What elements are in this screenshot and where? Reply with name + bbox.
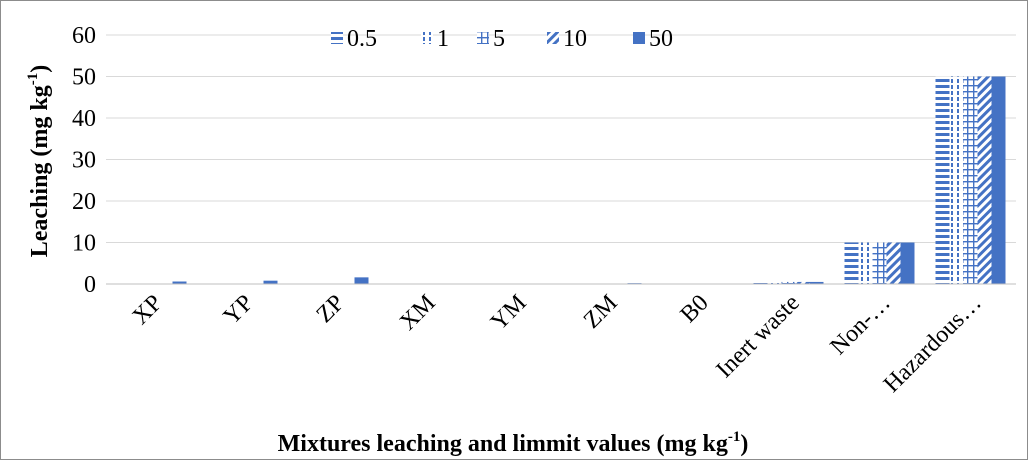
legend-label: 5 bbox=[493, 26, 505, 52]
x-tick-label: YM bbox=[486, 290, 532, 336]
x-tick-label: Hazardous… bbox=[879, 290, 987, 398]
legend-swatch bbox=[477, 32, 489, 44]
bar-0.5-Non-… bbox=[845, 243, 859, 285]
bar-5-Hazardous… bbox=[964, 77, 978, 285]
legend-swatch bbox=[421, 32, 433, 44]
x-tick-label: Non-… bbox=[826, 290, 896, 360]
legend-swatch bbox=[331, 32, 343, 44]
x-tick-label: ZM bbox=[579, 290, 623, 334]
gridlines bbox=[106, 35, 1016, 243]
bar-5-Non-… bbox=[873, 243, 887, 285]
y-tick-label: 60 bbox=[72, 23, 96, 49]
y-tick-label: 50 bbox=[72, 65, 96, 91]
legend-label: 1 bbox=[437, 26, 449, 52]
legend-label: 0.5 bbox=[347, 26, 377, 52]
legend-label: 10 bbox=[563, 26, 587, 52]
x-tick-label: B0 bbox=[676, 290, 714, 328]
bar-50-Non-… bbox=[901, 243, 915, 285]
legend-swatch bbox=[633, 32, 645, 44]
bar-10-Hazardous… bbox=[978, 77, 992, 285]
bars bbox=[173, 77, 1006, 285]
bar-1-Hazardous… bbox=[950, 77, 964, 285]
legend-label: 50 bbox=[649, 26, 673, 52]
bar-10-Non-… bbox=[887, 243, 901, 285]
y-tick-label: 30 bbox=[72, 148, 96, 174]
x-tick-label: Inert waste bbox=[711, 290, 804, 383]
y-tick-label: 40 bbox=[72, 106, 96, 132]
x-tick-label: YP bbox=[219, 290, 259, 330]
x-tick-label: XM bbox=[395, 290, 441, 336]
y-tick-label: 0 bbox=[84, 272, 96, 298]
y-tick-label: 20 bbox=[72, 189, 96, 215]
x-tick-label: ZP bbox=[312, 290, 350, 328]
bar-50-Hazardous… bbox=[992, 77, 1006, 285]
y-axis-ticks: 0 10 20 30 40 50 60 bbox=[72, 23, 96, 298]
bar-1-Non-… bbox=[859, 243, 873, 285]
legend-swatch bbox=[547, 32, 559, 44]
y-axis-label: Leaching (mg kg-1) bbox=[25, 65, 53, 258]
bar-50-ZP bbox=[355, 277, 369, 284]
x-axis-label: Mixtures leaching and limmit values (mg … bbox=[278, 429, 749, 457]
y-tick-label: 10 bbox=[72, 231, 96, 257]
x-tick-label: XP bbox=[128, 290, 168, 330]
legend: 0.5 1 5 10 50 bbox=[331, 26, 673, 52]
bar-0.5-Hazardous… bbox=[936, 77, 950, 285]
